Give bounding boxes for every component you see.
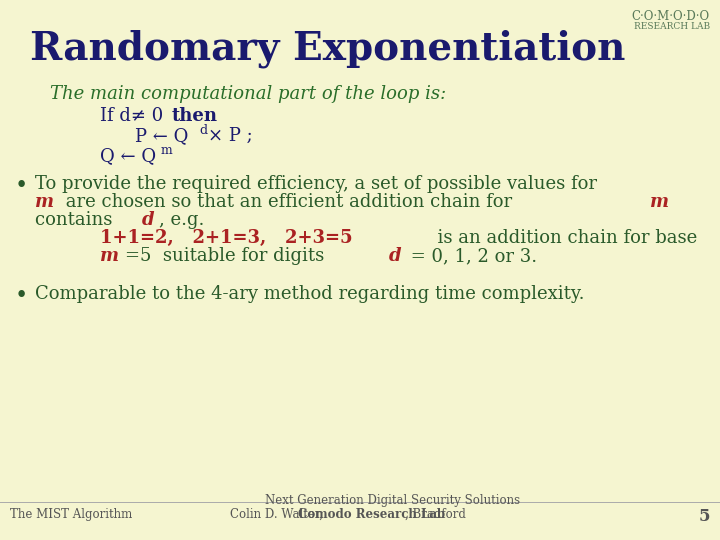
Text: •: • — [15, 285, 28, 307]
Text: Comodo Research Lab: Comodo Research Lab — [298, 508, 445, 521]
Text: •: • — [15, 175, 28, 197]
Text: d: d — [199, 124, 207, 137]
Text: m: m — [650, 193, 670, 211]
Text: d: d — [389, 247, 402, 265]
Text: Randomary Exponentiation: Randomary Exponentiation — [30, 30, 626, 69]
Text: The main computational part of the loop is:: The main computational part of the loop … — [50, 85, 446, 103]
Text: Comparable to the 4-ary method regarding time complexity.: Comparable to the 4-ary method regarding… — [35, 285, 585, 303]
Text: then: then — [172, 107, 218, 125]
Text: , Bradford: , Bradford — [405, 508, 466, 521]
Text: Next Generation Digital Security Solutions: Next Generation Digital Security Solutio… — [265, 494, 520, 507]
Text: If d≠ 0: If d≠ 0 — [100, 107, 169, 125]
Text: m: m — [100, 247, 119, 265]
Text: =5  suitable for digits: =5 suitable for digits — [125, 247, 330, 265]
Text: m: m — [35, 193, 54, 211]
Text: 1+1=2,   2+1=3,   2+3=5: 1+1=2, 2+1=3, 2+3=5 — [100, 229, 353, 247]
Text: d: d — [143, 211, 155, 229]
Text: are chosen so that an efficient addition chain for: are chosen so that an efficient addition… — [60, 193, 518, 211]
Text: C·O·M·O·D·O: C·O·M·O·D·O — [632, 10, 710, 23]
Text: P ← Q: P ← Q — [135, 127, 189, 145]
Text: The MIST Algorithm: The MIST Algorithm — [10, 508, 132, 521]
Text: To provide the required efficiency, a set of possible values for: To provide the required efficiency, a se… — [35, 175, 603, 193]
Text: is an addition chain for base: is an addition chain for base — [426, 229, 697, 247]
Text: Colin D. Walter,: Colin D. Walter, — [230, 508, 327, 521]
Text: × P ;: × P ; — [208, 127, 253, 145]
Text: m: m — [161, 144, 173, 157]
Text: = 0, 1, 2 or 3.: = 0, 1, 2 or 3. — [405, 247, 537, 265]
Text: contains: contains — [35, 211, 118, 229]
Text: RESEARCH LAB: RESEARCH LAB — [634, 22, 710, 31]
Text: 5: 5 — [698, 508, 710, 525]
Text: Q ← Q: Q ← Q — [100, 147, 156, 165]
Text: , e.g.: , e.g. — [158, 211, 204, 229]
